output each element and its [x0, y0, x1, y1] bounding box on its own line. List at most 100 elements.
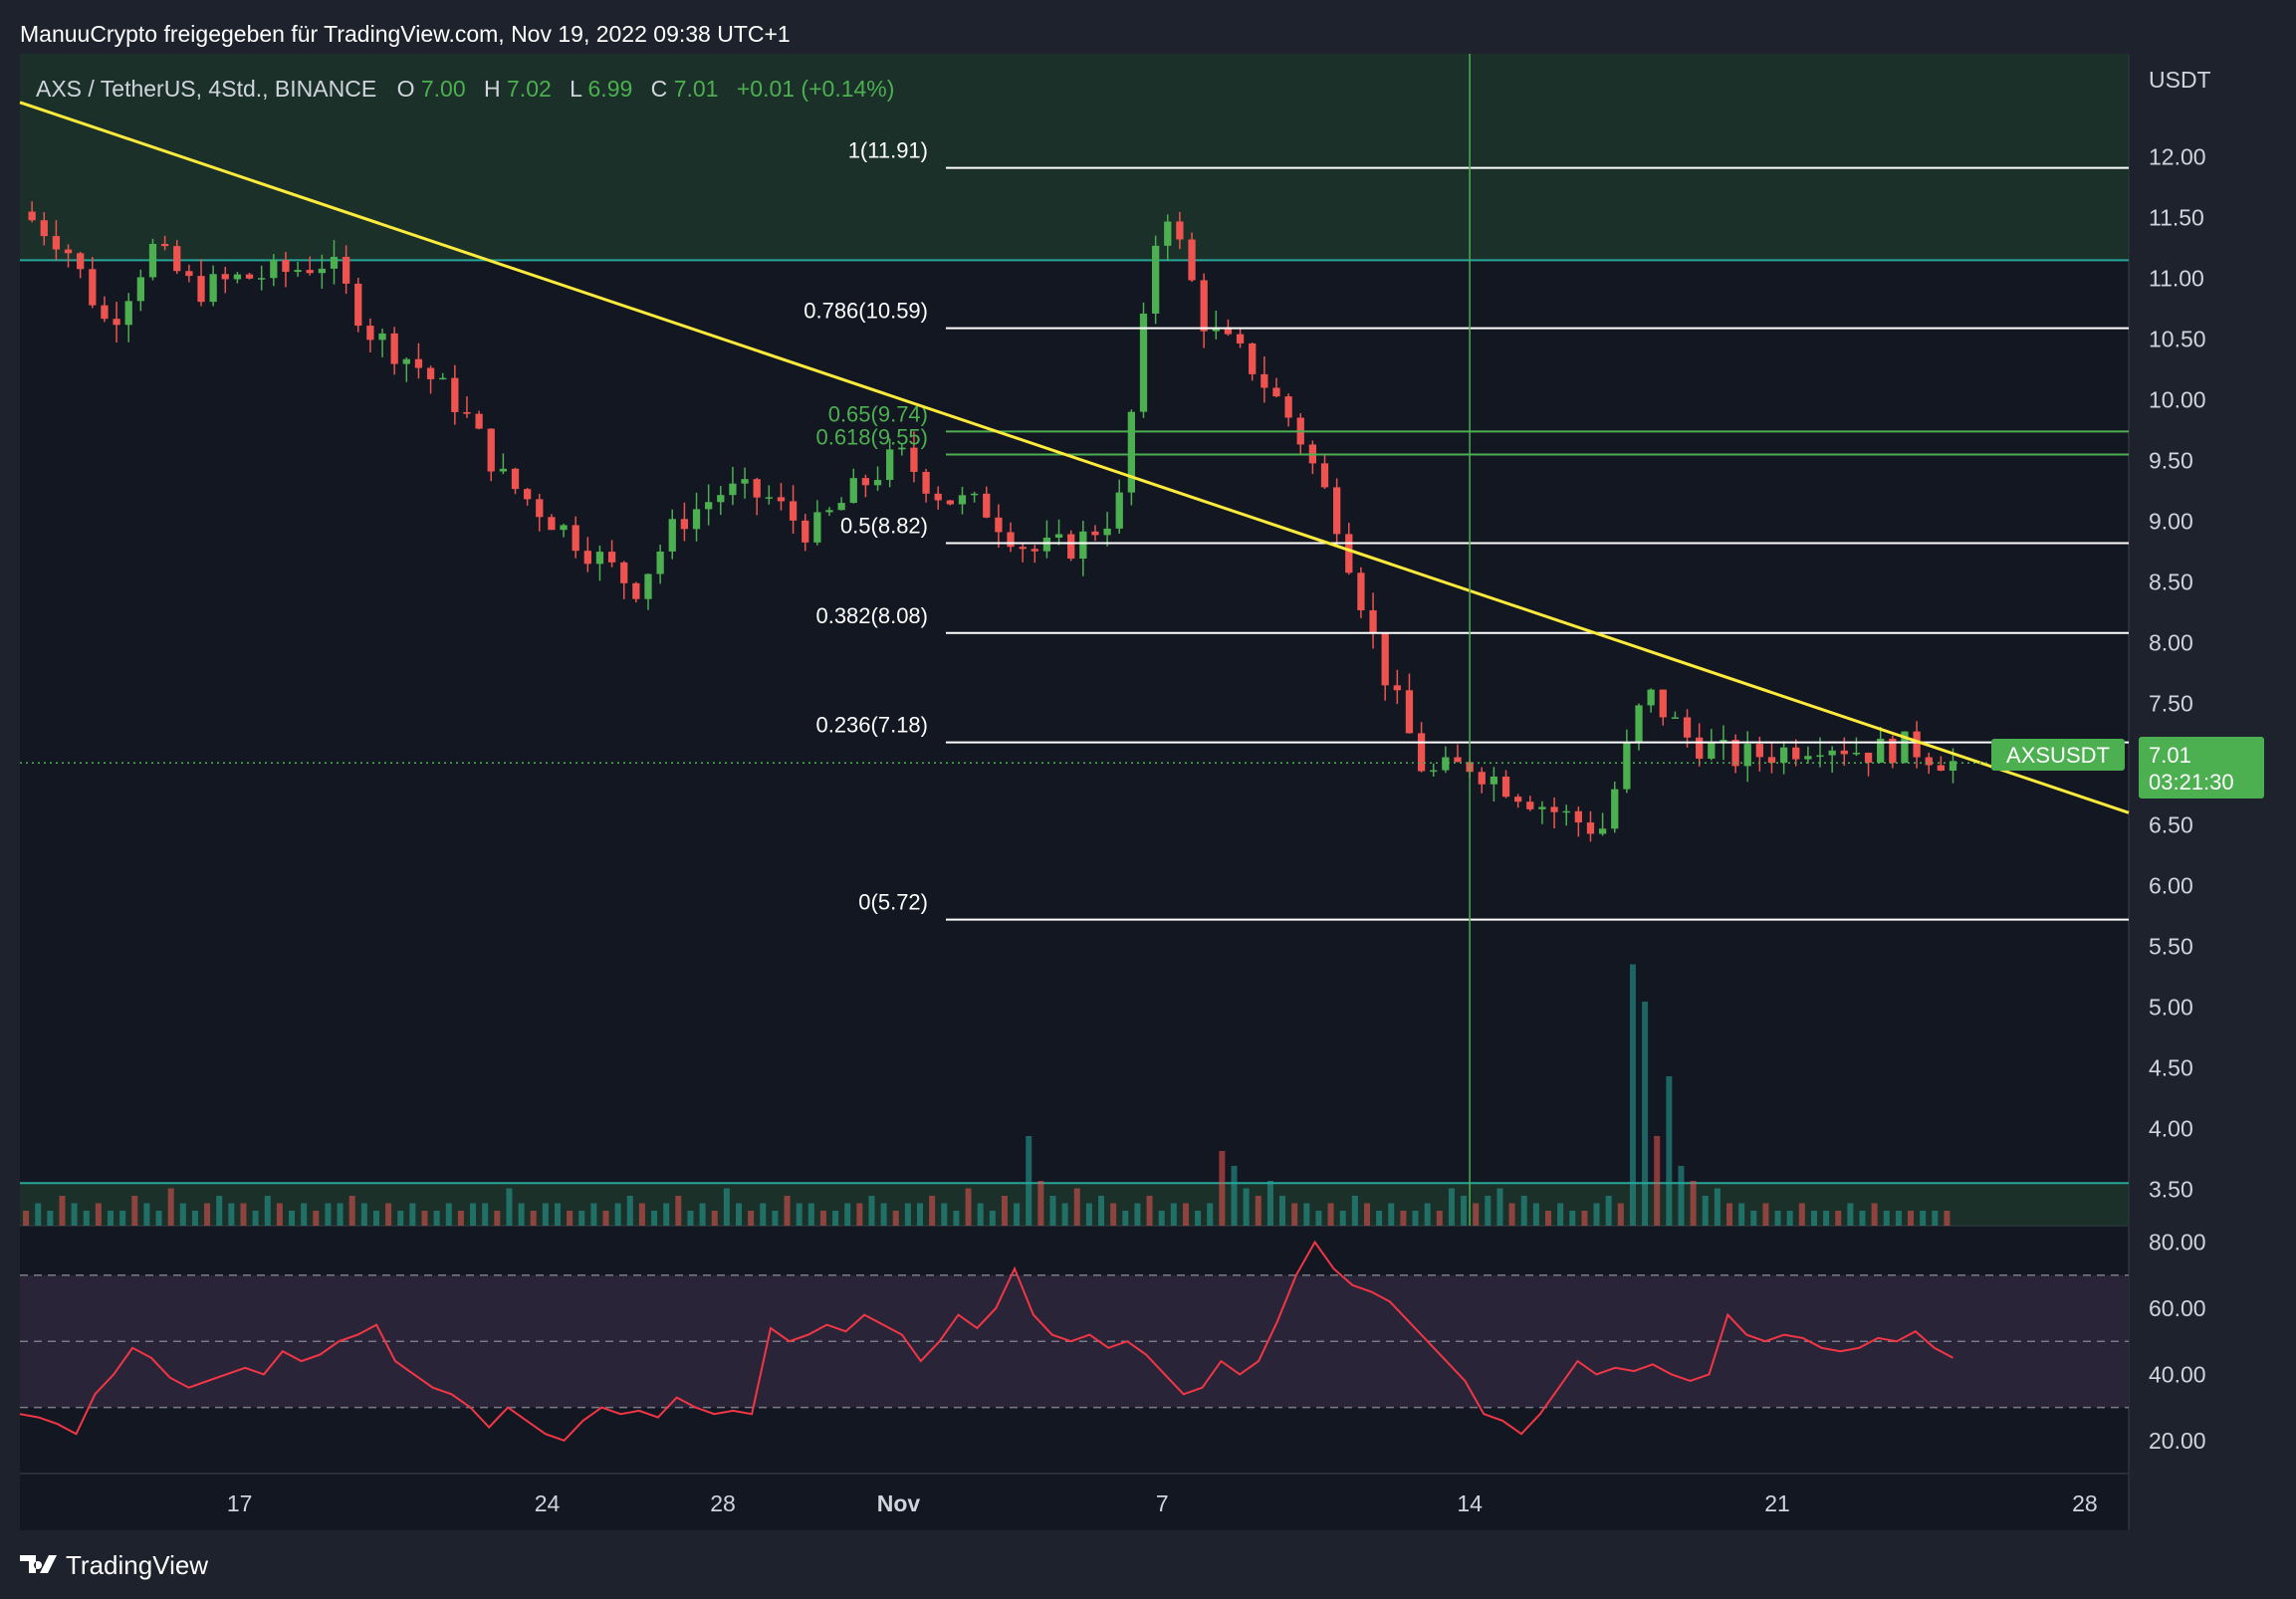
candle-body[interactable]: [378, 333, 386, 341]
candle-body[interactable]: [1901, 731, 1909, 764]
candle-body[interactable]: [705, 502, 713, 510]
candle-body[interactable]: [1272, 387, 1280, 397]
candle-body[interactable]: [306, 270, 314, 274]
candle-body[interactable]: [656, 551, 664, 574]
candle-body[interactable]: [1598, 828, 1607, 834]
candle-body[interactable]: [1261, 373, 1268, 388]
candle-body[interactable]: [318, 268, 326, 274]
candle-body[interactable]: [886, 449, 894, 481]
candle-body[interactable]: [1538, 806, 1546, 809]
candle-body[interactable]: [124, 301, 132, 326]
candle-body[interactable]: [1937, 765, 1946, 772]
candle-body[interactable]: [946, 500, 954, 505]
candle-body[interactable]: [1454, 757, 1462, 763]
candle-body[interactable]: [536, 499, 544, 518]
candle-body[interactable]: [221, 274, 229, 280]
candle-body[interactable]: [1139, 313, 1148, 412]
candle-body[interactable]: [77, 253, 85, 270]
candle-body[interactable]: [1925, 757, 1933, 766]
candle-body[interactable]: [1683, 717, 1692, 738]
rsi-line[interactable]: [19, 1240, 1953, 1442]
candle-body[interactable]: [1731, 740, 1739, 767]
candle-body[interactable]: [1031, 549, 1038, 552]
candle-body[interactable]: [1333, 487, 1341, 535]
candle-body[interactable]: [451, 377, 459, 412]
candle-body[interactable]: [1671, 717, 1680, 719]
candle-body[interactable]: [40, 220, 48, 237]
candle-body[interactable]: [898, 447, 906, 450]
candle-body[interactable]: [1103, 528, 1111, 536]
candle-body[interactable]: [1091, 531, 1099, 536]
candle-body[interactable]: [1755, 744, 1763, 758]
candle-body[interactable]: [873, 480, 882, 486]
candle-body[interactable]: [1792, 747, 1800, 760]
candle-body[interactable]: [390, 333, 398, 364]
candle-body[interactable]: [101, 305, 109, 320]
candle-body[interactable]: [173, 246, 181, 272]
tradingview-logo[interactable]: TradingView: [20, 1550, 208, 1580]
candle-body[interactable]: [680, 519, 689, 530]
candle-body[interactable]: [1526, 801, 1534, 809]
candle-body[interactable]: [922, 471, 930, 494]
candle-body[interactable]: [1067, 534, 1075, 560]
candle-body[interactable]: [233, 274, 242, 280]
candle-body[interactable]: [1405, 690, 1414, 734]
candle-body[interactable]: [330, 257, 339, 269]
candle-body[interactable]: [753, 479, 761, 498]
candle-body[interactable]: [995, 517, 1003, 533]
candle-body[interactable]: [717, 495, 725, 503]
candle-body[interactable]: [160, 243, 169, 247]
candle-body[interactable]: [1393, 685, 1401, 691]
candle-body[interactable]: [1696, 737, 1704, 759]
candle-body[interactable]: [1611, 789, 1619, 829]
candle-body[interactable]: [934, 493, 942, 501]
candle-body[interactable]: [1514, 797, 1522, 802]
candle-body[interactable]: [813, 512, 821, 543]
candle-body[interactable]: [548, 517, 556, 531]
candle-body[interactable]: [475, 413, 483, 429]
candle-body[interactable]: [983, 493, 991, 518]
candle-body[interactable]: [1550, 806, 1558, 812]
candle-body[interactable]: [209, 274, 217, 303]
trendline[interactable]: [19, 101, 2130, 814]
candle-body[interactable]: [837, 503, 845, 511]
candle-body[interactable]: [1586, 822, 1595, 834]
current-price-tags[interactable]: AXSUSDT 7.01 03:21:30: [1991, 737, 2264, 799]
candle-body[interactable]: [414, 358, 423, 368]
candle-body[interactable]: [789, 501, 798, 521]
candle-body[interactable]: [825, 510, 833, 513]
candle-body[interactable]: [777, 497, 786, 502]
candle-body[interactable]: [1779, 747, 1788, 764]
candle-body[interactable]: [1647, 689, 1655, 706]
candle-body[interactable]: [1284, 396, 1292, 418]
candle-body[interactable]: [511, 468, 520, 490]
candle-body[interactable]: [1767, 757, 1776, 764]
candle-body[interactable]: [970, 493, 979, 496]
candle-body[interactable]: [426, 367, 435, 379]
candle-body[interactable]: [620, 562, 628, 583]
candle-body[interactable]: [1357, 572, 1365, 610]
candle-body[interactable]: [1151, 245, 1160, 314]
candle-body[interactable]: [1816, 755, 1824, 758]
candle-body[interactable]: [28, 211, 36, 221]
candle-body[interactable]: [583, 551, 591, 565]
candle-body[interactable]: [1320, 463, 1329, 488]
candle-body[interactable]: [910, 447, 918, 472]
candle-body[interactable]: [1079, 531, 1087, 560]
candle-body[interactable]: [1659, 689, 1667, 718]
candle-body[interactable]: [1127, 411, 1136, 493]
candle-body[interactable]: [439, 377, 447, 380]
candle-body[interactable]: [1442, 757, 1450, 771]
candle-body[interactable]: [89, 269, 97, 306]
candle-body[interactable]: [52, 236, 61, 250]
candle-body[interactable]: [595, 552, 604, 565]
candle-body[interactable]: [560, 525, 568, 531]
candle-body[interactable]: [802, 520, 809, 543]
candle-body[interactable]: [1804, 756, 1812, 760]
candle-body[interactable]: [1019, 547, 1027, 550]
candle-body[interactable]: [668, 519, 676, 552]
candle-body[interactable]: [354, 283, 362, 327]
candle-body[interactable]: [1574, 810, 1582, 823]
candle-body[interactable]: [1430, 770, 1438, 773]
